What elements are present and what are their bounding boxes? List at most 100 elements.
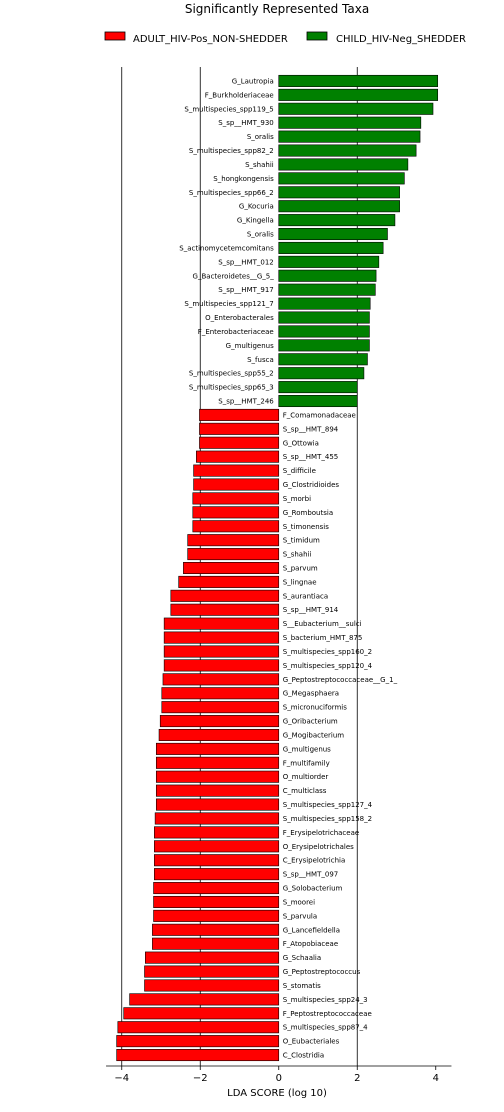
- category-label: S_multispecies_spp120_4: [283, 662, 373, 670]
- category-labels-group: G_Lautropia F_Burkholderiaceae S_multispec…: [179, 77, 397, 1059]
- bar: [154, 826, 280, 839]
- category-label: G_Megasphaera: [283, 690, 339, 698]
- bar: [161, 687, 280, 700]
- category-label: S_shahii: [245, 161, 274, 169]
- bar: [278, 88, 439, 101]
- category-label: G_Clostridioides: [283, 481, 340, 489]
- category-label: S_multispecies_spp66_2: [189, 189, 274, 197]
- category-label: F_Enterobacteriaceae: [198, 328, 274, 336]
- bar: [278, 255, 380, 268]
- category-label: S_difficile: [283, 467, 316, 475]
- bar: [199, 436, 280, 449]
- bar: [278, 186, 400, 199]
- category-label: S_timidum: [283, 537, 320, 545]
- bar: [154, 854, 280, 867]
- bar: [153, 882, 280, 895]
- category-label: S_sp__HMT_097: [283, 871, 338, 879]
- category-label: S_micronuciformis: [283, 704, 347, 712]
- category-label: S_sp__HMT_914: [283, 606, 339, 614]
- category-label: S_fusca: [247, 356, 274, 364]
- category-label: F_Erysipelotrichaceae: [283, 829, 359, 837]
- bar: [278, 116, 422, 129]
- bar: [123, 1007, 280, 1020]
- category-label: G_Mogibacterium: [283, 731, 345, 739]
- bar: [155, 784, 280, 797]
- category-label: S_actinomycetemcomitans: [179, 244, 274, 252]
- bar: [158, 728, 280, 741]
- bar: [153, 895, 280, 908]
- bar: [278, 283, 376, 296]
- bar: [278, 158, 409, 171]
- bar: [192, 506, 280, 519]
- legend-label-child: CHILD_HIV-Neg_SHEDDER: [336, 34, 466, 45]
- bar: [187, 548, 280, 561]
- category-label: O_Erysipelotrichales: [283, 843, 354, 851]
- bar: [278, 130, 421, 143]
- category-label: C_Clostridia: [283, 1052, 324, 1060]
- category-label: S_bacterium_HMT_875: [283, 634, 363, 642]
- bar: [199, 422, 280, 435]
- bar: [163, 659, 280, 672]
- category-label: S_lingnae: [283, 578, 317, 586]
- category-label: S_timonensis: [283, 523, 330, 531]
- category-label: S_morbi: [283, 495, 311, 503]
- bar: [183, 561, 280, 575]
- category-label: S_multispecies_spp55_2: [189, 370, 274, 378]
- category-label: G_Ottowia: [283, 439, 319, 447]
- category-label: S_multispecies_spp158_2: [283, 815, 372, 823]
- bar: [144, 965, 280, 978]
- category-label: G_Peptostreptococcus: [283, 968, 361, 976]
- bar: [154, 812, 280, 825]
- bar: [163, 617, 280, 630]
- category-label: S_hongkongensis: [213, 175, 274, 183]
- bar: [278, 311, 370, 324]
- bar: [278, 381, 358, 394]
- category-label: G_Kingella: [237, 217, 274, 225]
- bar: [192, 520, 280, 533]
- legend-swatch-adult: [104, 31, 126, 41]
- category-label: F_Burkholderiaceae: [205, 91, 274, 99]
- bar: [161, 701, 280, 714]
- category-label: S_multispecies_spp127_4: [283, 801, 373, 809]
- bar: [155, 770, 280, 783]
- bar: [278, 172, 405, 185]
- bar: [178, 575, 280, 588]
- category-label: O_Enterobacterales: [205, 314, 274, 322]
- bar: [278, 102, 434, 115]
- category-label: C_multiclass: [283, 787, 327, 795]
- category-label: C_Erysipelotrichia: [283, 857, 346, 865]
- bar: [278, 241, 384, 254]
- bar: [117, 1021, 280, 1034]
- category-label: S_aurantiaca: [283, 592, 328, 600]
- bar: [192, 492, 280, 505]
- category-label: G_Solobacterium: [283, 885, 343, 893]
- category-label: G_Oribacterium: [283, 718, 338, 726]
- bar: [155, 756, 280, 769]
- category-label: F_Atopobiaceae: [283, 940, 338, 948]
- bar: [154, 840, 280, 853]
- x-tick-label: 4: [433, 1073, 439, 1084]
- category-label: G_Romboutsia: [283, 509, 333, 517]
- x-tick-label: −4: [114, 1073, 129, 1084]
- chart-title: Significantly Represented Taxa: [185, 2, 369, 16]
- bar: [278, 200, 400, 213]
- category-label: O_multiorder: [283, 773, 329, 781]
- category-label: S_sp__HMT_917: [218, 286, 273, 294]
- category-label: O_Eubacteriales: [283, 1038, 340, 1046]
- bar: [193, 478, 280, 491]
- bar: [278, 214, 396, 227]
- category-label: S_sp__HMT_012: [218, 258, 273, 266]
- category-label: S_sp__HMT_455: [283, 453, 338, 461]
- category-label: G_multigenus: [283, 745, 331, 753]
- category-label: S_oralis: [247, 231, 274, 239]
- category-label: S_multispecies_spp65_3: [189, 384, 274, 392]
- bar: [278, 339, 370, 352]
- category-label: G_Bacteroidetes__G_5_: [193, 272, 275, 280]
- bar: [145, 951, 280, 964]
- category-label: G_multigenus: [226, 342, 274, 350]
- bar: [152, 937, 280, 950]
- bar: [278, 353, 368, 366]
- category-label: F_Comamonadaceae: [283, 411, 356, 419]
- bar: [163, 645, 280, 658]
